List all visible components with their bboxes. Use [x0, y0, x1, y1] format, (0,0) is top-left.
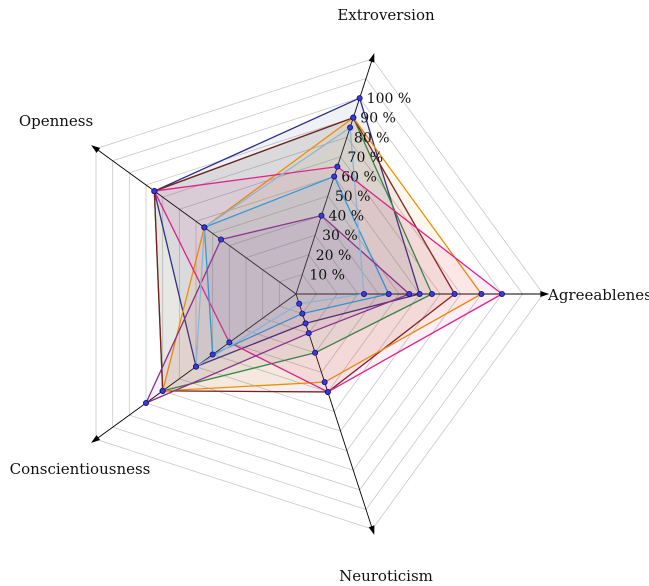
axis-arrow-1	[540, 291, 550, 297]
grid-ring-60	[195, 175, 421, 413]
series-4-point-1	[498, 290, 505, 297]
series-7-point-0	[347, 124, 354, 131]
series-5-point-3	[209, 351, 216, 358]
axis-arrow-3	[91, 435, 101, 443]
grid-ring-70	[178, 156, 441, 432]
tick-label-10: 10 %	[309, 267, 345, 283]
tick-label-60: 60 %	[341, 169, 377, 185]
axis-label-conscientiousness: Conscientiousness	[10, 460, 151, 478]
series-4-point-2	[324, 388, 331, 395]
tick-label-50: 50 %	[335, 189, 371, 205]
tick-label-40: 40 %	[328, 209, 364, 225]
series-6-point-2	[305, 330, 312, 337]
series-7-point-4	[201, 224, 208, 231]
series-0-point-0	[356, 95, 363, 102]
tick-label-80: 80 %	[354, 130, 390, 146]
series-7-polygon	[195, 126, 365, 368]
series-7-point-2	[296, 300, 303, 307]
tick-label-100: 100 %	[367, 91, 411, 107]
series-3-point-3	[159, 387, 166, 394]
grid-ring-110	[112, 78, 524, 510]
series-2-point-1	[451, 290, 458, 297]
series-5-point-2	[299, 310, 306, 317]
grid-ring-30	[245, 234, 359, 354]
series-2-polygon	[153, 117, 456, 393]
series-7-point-1	[360, 290, 367, 297]
series-3-point-0	[350, 114, 357, 121]
grid-ring-10	[278, 273, 318, 315]
radar-tick-labels: 10 % 20 % 30 % 40 % 50 % 60 % 70 % 80 % 90 % 100 …	[309, 91, 411, 283]
grid-ring-50	[212, 195, 400, 393]
series-5-polygon	[203, 175, 390, 356]
axis-label-neuroticism: Neuroticism	[339, 567, 433, 585]
radar-points	[143, 95, 505, 406]
tick-label-90: 90 %	[360, 111, 396, 127]
series-3-point-1	[478, 290, 485, 297]
radar-grid	[95, 58, 544, 530]
series-0-point-1	[416, 290, 423, 297]
axis-line-4	[92, 145, 297, 295]
series-4-point-3	[226, 339, 233, 346]
series-4-point-0	[334, 163, 341, 170]
tick-label-30: 30 %	[322, 228, 358, 244]
grid-ring-20	[262, 254, 338, 334]
series-6-point-0	[318, 212, 325, 219]
axis-arrow-0	[368, 53, 375, 63]
series-5-point-0	[331, 173, 338, 180]
axis-label-extroversion: Extroversion	[337, 6, 435, 24]
series-4-polygon	[153, 166, 503, 393]
series-3-polygon	[162, 117, 483, 392]
grid-ring-100	[128, 97, 503, 491]
series-1-point-1	[428, 290, 435, 297]
axis-arrow-4	[91, 145, 101, 153]
axis-label-openness: Openness	[19, 112, 93, 130]
series-5-point-1	[385, 290, 392, 297]
grid-ring-80	[162, 136, 462, 452]
series-3-point-2	[321, 379, 328, 386]
series-6-point-1	[406, 290, 413, 297]
series-6-point-4	[218, 236, 225, 243]
grid-ring-40	[228, 215, 379, 373]
tick-label-20: 20 %	[316, 248, 352, 264]
tick-label-70: 70 %	[348, 150, 384, 166]
grid-ring-120	[95, 58, 544, 530]
axis-label-agreeableness: Agreeableness	[547, 286, 649, 304]
series-6-point-3	[143, 399, 150, 406]
series-0-point-2	[302, 320, 309, 327]
axis-arrow-2	[368, 525, 375, 535]
series-7-point-3	[193, 363, 200, 370]
series-4-point-4	[151, 188, 158, 195]
series-1-point-2	[312, 349, 319, 356]
